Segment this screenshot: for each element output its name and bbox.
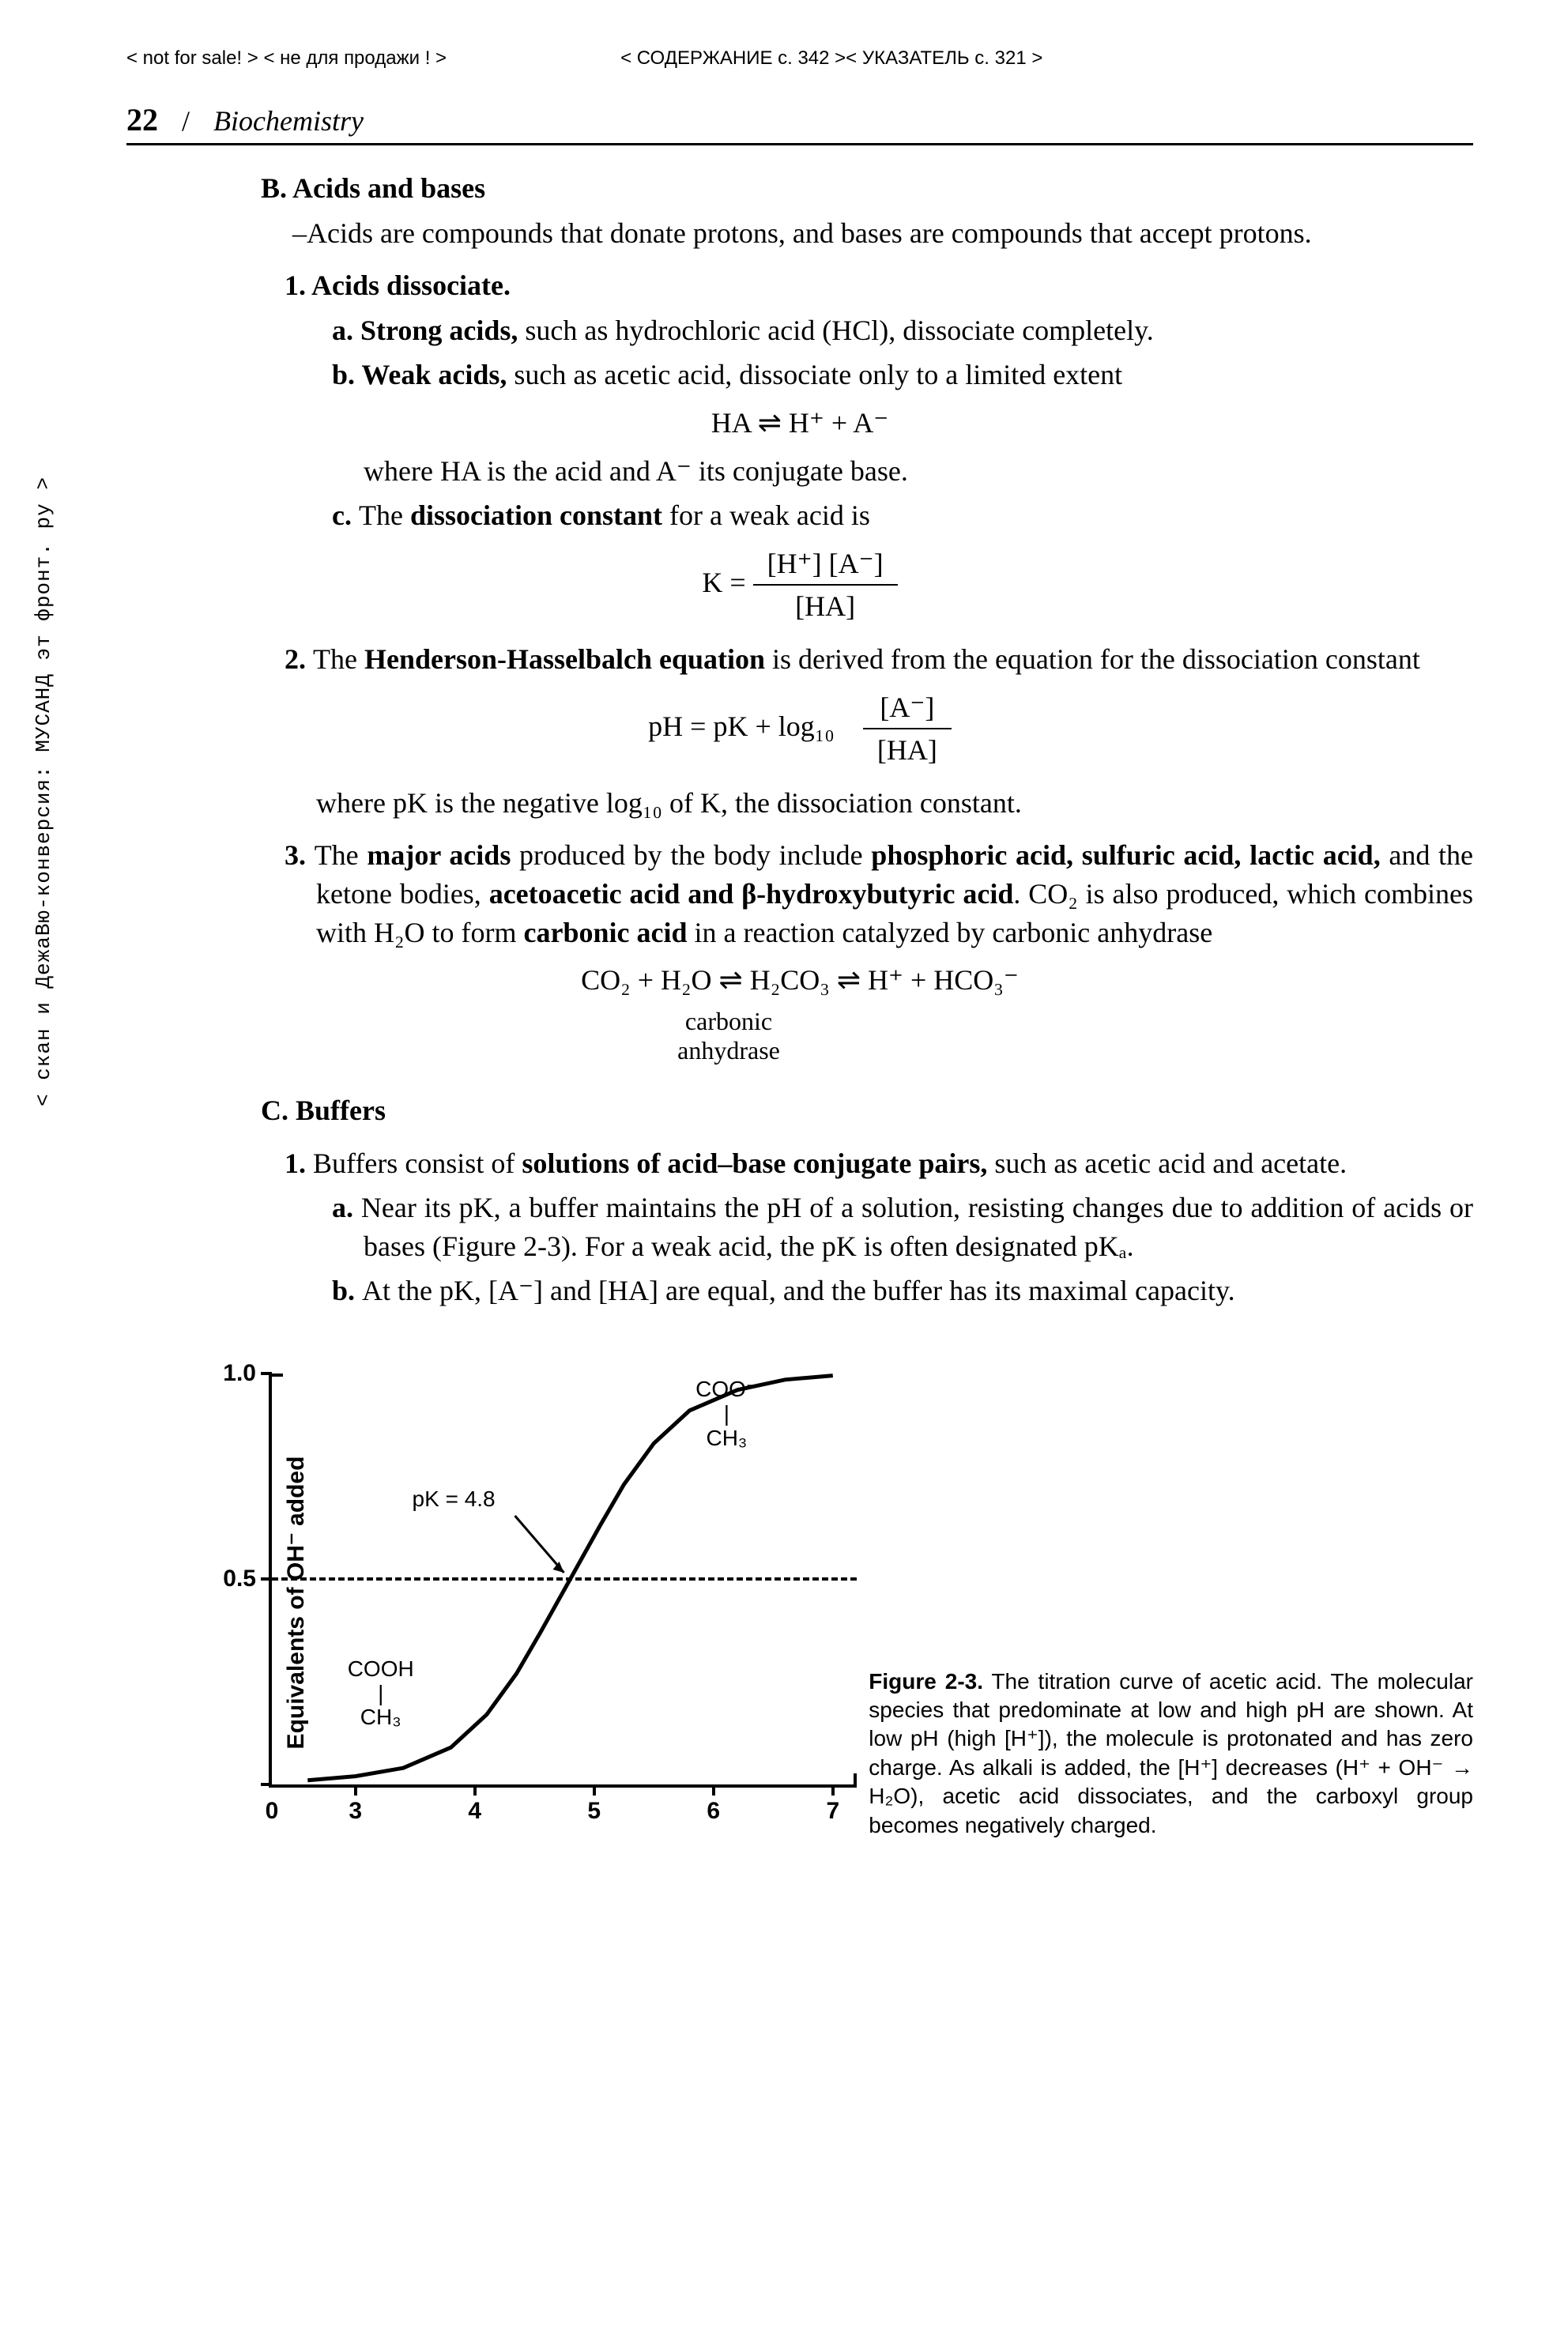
x-tick — [712, 1784, 715, 1796]
b3: 3. The major acids produced by the body … — [316, 836, 1473, 951]
b1-prefix: 1. — [285, 269, 311, 301]
low-ph-species: COOH|CH₃ — [348, 1657, 414, 1730]
figure-area: Equivalents of OH⁻ added 0.51.0034567pK … — [126, 1358, 1473, 1848]
b1-heading: 1. Acids dissociate. — [316, 266, 1473, 305]
y-tick-label: 0.5 — [209, 1563, 256, 1596]
pk-label: pK = 4.8 — [413, 1484, 496, 1514]
b1c-prefix: c. — [332, 499, 359, 531]
eq-hh-num: [A⁻] — [863, 688, 952, 730]
scan-header: < not for sale! > < не для продажи ! > <… — [126, 47, 1473, 70]
header-right: < СОДЕРЖАНИЕ с. 342 >< УКАЗАТЕЛЬ с. 321 … — [620, 47, 1042, 70]
c1: 1. Buffers consist of solutions of acid–… — [316, 1144, 1473, 1183]
plot-area: 0.51.0034567pK = 4.8COOH|CH₃COO⁻|CH₃ — [269, 1374, 857, 1788]
eq-hh-frac: [A⁻] [HA] — [863, 688, 952, 770]
c1-t2: such as acetic acid and acetate. — [987, 1147, 1347, 1179]
c1a-text: Near its pK, a buffer maintains the pH o… — [361, 1192, 1473, 1262]
c1a-prefix: a. — [332, 1192, 361, 1223]
b3-t2: produced by the body include — [511, 839, 871, 871]
x-tick-label: 3 — [349, 1796, 362, 1828]
eq-ha: HA ⇌ H⁺ + A⁻ — [126, 404, 1473, 443]
b1a-prefix: a. — [332, 315, 360, 346]
y-tick — [261, 1577, 272, 1581]
x-tick — [354, 1784, 357, 1796]
chapter-title: Biochemistry — [213, 104, 364, 138]
b1b-cont: where HA is the acid and A⁻ its conjugat… — [364, 452, 1473, 491]
page: < not for sale! > < не для продажи ! > <… — [0, 0, 1568, 1911]
content: B. Acids and bases –Acids are compounds … — [126, 169, 1473, 1848]
c1b: b. At the pK, [A⁻] and [HA] are equal, a… — [364, 1272, 1473, 1310]
page-number: 22 — [126, 101, 158, 138]
axis-right-tick — [854, 1773, 857, 1788]
x-tick-label: 4 — [468, 1796, 481, 1828]
b1a-rest: such as hydrochloric acid (HCl), dissoci… — [518, 315, 1153, 346]
axis-top-tick — [269, 1374, 283, 1377]
y-tick — [261, 1783, 272, 1786]
header-left: < not for sale! > < не для продажи ! > — [126, 47, 447, 70]
b1c-before: The — [359, 499, 410, 531]
eq-k: K = [H⁺] [A⁻] [HA] — [126, 545, 1473, 626]
section-b-title: B. Acids and bases — [261, 169, 1473, 208]
titration-chart: Equivalents of OH⁻ added 0.51.0034567pK … — [174, 1358, 837, 1848]
side-watermark: < скан и ДежаВю-конверсия: МУСАНД эт фро… — [32, 477, 55, 1106]
b1b-rest: such as acetic acid, dissociate only to … — [507, 359, 1122, 390]
c1b-text: At the pK, [A⁻] and [HA] are equal, and … — [362, 1275, 1235, 1306]
c1a: a. Near its pK, a buffer maintains the p… — [364, 1189, 1473, 1265]
b2-prefix: 2. — [285, 643, 313, 675]
b1c-after: for a weak acid is — [662, 499, 870, 531]
eq-hh-den: [HA] — [863, 729, 952, 770]
b3-t1: The — [315, 839, 368, 871]
b2: 2. The Henderson-Hasselbalch equation is… — [316, 640, 1473, 679]
figure-caption-text: The titration curve of acetic acid. The … — [869, 1669, 1473, 1837]
b1-bold: Acids dissociate. — [311, 269, 511, 301]
b3-b3: acetoacetic acid and β-hydroxybutyric ac… — [489, 878, 1014, 910]
section-b-intro: –Acids are compounds that donate protons… — [316, 214, 1473, 253]
b1b: b. Weak acids, such as acetic acid, diss… — [364, 356, 1473, 394]
x-tick — [593, 1784, 596, 1796]
c1-b1: solutions of acid–base conjugate pairs, — [522, 1147, 987, 1179]
eq-co2-label2: anhydrase — [0, 1034, 1473, 1068]
eq-hh-lhs: pH = pK + log₁₀ — [648, 710, 835, 741]
eq-k-lhs: K = — [702, 567, 752, 598]
b1b-prefix: b. — [332, 359, 361, 390]
eq-co2: CO₂ + H₂O ⇌ H₂CO₃ ⇌ H⁺ + HCO₃⁻ — [126, 961, 1473, 1000]
b1c: c. The dissociation constant for a weak … — [364, 496, 1473, 535]
x-tick — [473, 1784, 477, 1796]
b3-prefix: 3. — [285, 839, 315, 871]
b3-b1: major acids — [367, 839, 511, 871]
y-tick-label: 1.0 — [209, 1358, 256, 1390]
figure-label: Figure 2-3. — [869, 1669, 983, 1694]
eq-hh: pH = pK + log₁₀ [A⁻] [HA] — [126, 688, 1473, 770]
c1b-prefix: b. — [332, 1275, 362, 1306]
b1b-bold: Weak acids, — [361, 359, 507, 390]
c1-prefix: 1. — [285, 1147, 313, 1179]
c1-t1: Buffers consist of — [313, 1147, 522, 1179]
eq-k-frac: [H⁺] [A⁻] [HA] — [753, 545, 898, 626]
x-tick-label: 7 — [826, 1796, 839, 1828]
b2-tail: where pK is the negative log₁₀ of K, the… — [316, 784, 1473, 823]
b2-before: The — [313, 643, 364, 675]
eq-k-den: [HA] — [753, 586, 898, 626]
x-tick-label: 6 — [707, 1796, 720, 1828]
b1a-bold: Strong acids, — [360, 315, 518, 346]
x-tick-label: 5 — [587, 1796, 601, 1828]
page-header: 22 / Biochemistry — [126, 101, 1473, 145]
section-c-title: C. Buffers — [261, 1091, 1473, 1130]
figure-caption: Figure 2-3. The titration curve of aceti… — [869, 1667, 1473, 1840]
b1c-bold: dissociation constant — [410, 499, 662, 531]
header-slash: / — [182, 104, 190, 138]
b2-after: is derived from the equation for the dis… — [765, 643, 1420, 675]
b1a: a. Strong acids, such as hydrochloric ac… — [364, 311, 1473, 350]
b3-b4: carbonic acid — [524, 917, 688, 948]
b2-bold: Henderson-Hasselbalch equation — [364, 643, 765, 675]
x-tick — [831, 1784, 835, 1796]
eq-k-num: [H⁺] [A⁻] — [753, 545, 898, 586]
origin-label: 0 — [266, 1796, 279, 1828]
b3-t5: in a reaction catalyzed by carbonic anhy… — [688, 917, 1213, 948]
high-ph-species: COO⁻|CH₃ — [695, 1377, 758, 1450]
b3-b2: phosphoric acid, sulfuric acid, lactic a… — [871, 839, 1380, 871]
